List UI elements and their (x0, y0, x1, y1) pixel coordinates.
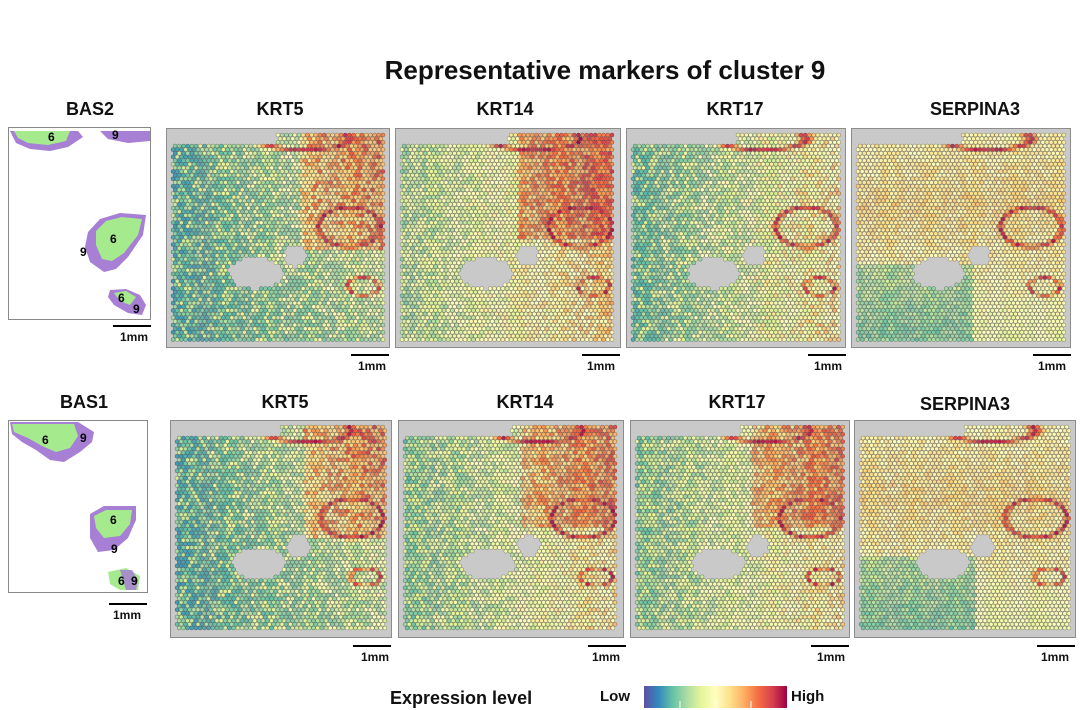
scale-bar (1033, 354, 1071, 356)
scale-label: 1mm (352, 359, 392, 373)
cluster-number-9: 9 (80, 245, 87, 259)
scale-bar (1037, 645, 1075, 647)
scale-bar (351, 354, 389, 356)
legend-high-label: High (791, 688, 824, 705)
cluster-number-6: 6 (110, 513, 117, 527)
scale-label: 1mm (808, 359, 848, 373)
legend-low-label: Low (600, 688, 630, 705)
figure-title: Representative markers of cluster 9 (300, 55, 910, 86)
cluster-number-9: 9 (133, 302, 140, 316)
scale-label: 1mm (114, 330, 154, 344)
row2-gene-label-krt17: KRT17 (662, 392, 812, 413)
cluster-map-bas2: 6 9 6 9 6 9 (8, 127, 151, 320)
row1-gene-label-krt14: KRT14 (430, 99, 580, 120)
scale-label: 1mm (107, 608, 147, 622)
cluster-number-9: 9 (80, 431, 87, 445)
scale-label: 1mm (1032, 359, 1072, 373)
expression-map-krt14-row2 (398, 420, 624, 638)
expression-map-krt5-row2 (170, 420, 392, 638)
expression-map-serpina3-row1 (851, 128, 1071, 348)
expression-map-krt5-row1 (166, 128, 390, 348)
cluster-number-6: 6 (48, 130, 55, 144)
scale-bar (113, 325, 151, 327)
legend-ticks (679, 701, 752, 708)
expression-map-serpina3-row2 (854, 420, 1076, 638)
cluster-number-6: 6 (110, 232, 117, 246)
row2-gene-label-serpina3: SERPINA3 (885, 394, 1045, 415)
scale-label: 1mm (581, 359, 621, 373)
row2-gene-label-krt5: KRT5 (210, 392, 360, 413)
scale-label: 1mm (355, 650, 395, 664)
expression-map-krt14-row1 (395, 128, 621, 348)
expression-map-krt17-row2 (630, 420, 850, 638)
cluster-map-bas1: 6 9 6 9 6 9 (8, 420, 148, 593)
cluster-number-6: 6 (118, 291, 125, 305)
scale-bar (811, 645, 849, 647)
row1-cluster-label: BAS2 (40, 99, 140, 120)
cluster-number-9: 9 (111, 542, 118, 556)
scale-bar (353, 645, 391, 647)
scale-label: 1mm (811, 650, 851, 664)
legend-title: Expression level (390, 688, 532, 709)
row2-cluster-label: BAS1 (34, 392, 134, 413)
scale-bar (109, 603, 147, 605)
cluster-number-9: 9 (112, 128, 119, 142)
row2-gene-label-krt14: KRT14 (450, 392, 600, 413)
row1-gene-label-serpina3: SERPINA3 (895, 99, 1055, 120)
cluster-number-6: 6 (118, 574, 125, 588)
scale-bar (808, 354, 846, 356)
scale-label: 1mm (1035, 650, 1075, 664)
cluster-number-6: 6 (42, 433, 49, 447)
scale-bar (582, 354, 620, 356)
expression-map-krt17-row1 (626, 128, 846, 348)
scale-bar (588, 645, 626, 647)
scale-label: 1mm (586, 650, 626, 664)
row1-gene-label-krt5: KRT5 (205, 99, 355, 120)
cluster-number-9: 9 (131, 574, 138, 588)
row1-gene-label-krt17: KRT17 (660, 99, 810, 120)
